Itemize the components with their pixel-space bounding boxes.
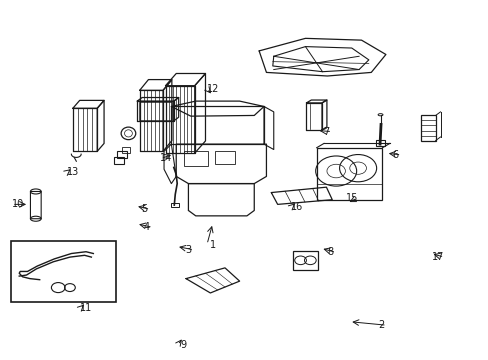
Bar xyxy=(122,147,130,153)
Text: 5: 5 xyxy=(141,204,147,215)
Bar xyxy=(171,203,178,207)
Text: 6: 6 xyxy=(392,150,398,160)
Text: 10: 10 xyxy=(12,199,24,210)
Text: 13: 13 xyxy=(66,167,79,177)
Bar xyxy=(117,150,127,158)
Text: 9: 9 xyxy=(180,340,186,350)
Bar xyxy=(420,116,435,140)
Text: 3: 3 xyxy=(185,245,191,255)
Text: 8: 8 xyxy=(326,247,333,257)
Text: 1: 1 xyxy=(209,239,215,249)
Bar xyxy=(139,102,172,120)
Text: 14: 14 xyxy=(160,153,172,163)
Bar xyxy=(215,151,234,164)
Text: 16: 16 xyxy=(290,202,303,212)
Bar xyxy=(293,251,317,270)
Text: 7: 7 xyxy=(323,127,329,136)
Bar xyxy=(11,241,116,302)
Text: 4: 4 xyxy=(143,222,150,232)
Text: 2: 2 xyxy=(377,320,384,330)
Text: 12: 12 xyxy=(206,84,219,94)
Bar xyxy=(375,140,384,146)
Bar xyxy=(316,148,382,200)
Bar xyxy=(114,157,123,164)
Bar xyxy=(183,151,207,166)
Text: 17: 17 xyxy=(431,252,444,262)
Text: 15: 15 xyxy=(345,193,357,203)
Text: 11: 11 xyxy=(80,303,92,314)
